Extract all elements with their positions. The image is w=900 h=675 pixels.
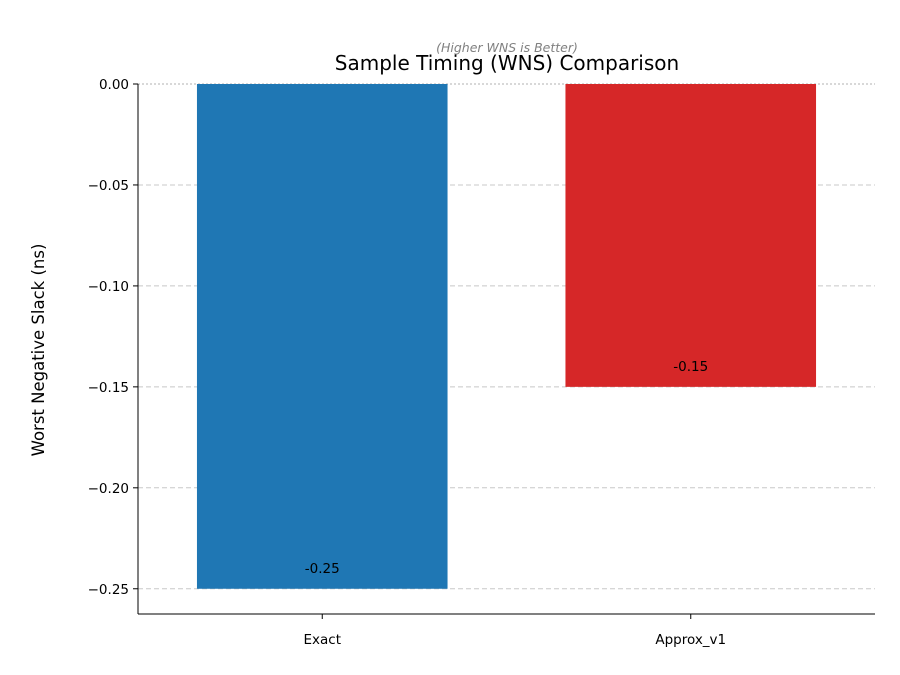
y-axis-title: Worst Negative Slack (ns) — [29, 244, 48, 457]
chart-subtitle: (Higher WNS is Better) — [436, 40, 578, 55]
y-tick-label: −0.10 — [88, 279, 129, 295]
y-tick-label: −0.05 — [88, 178, 129, 194]
y-tick-label: 0.00 — [99, 77, 129, 93]
x-tick-label: Exact — [303, 632, 341, 648]
y-tick-label: −0.15 — [88, 380, 129, 396]
y-tick-label: −0.25 — [88, 582, 129, 598]
bar-value-labels: -0.25 -0.15 — [305, 359, 708, 577]
y-tick-label: −0.20 — [88, 481, 129, 497]
axes: 0.00 −0.05 −0.10 −0.15 −0.20 −0.25 Exact Approx… — [88, 77, 875, 648]
x-tick-label: Approx_v1 — [655, 632, 726, 648]
bar — [196, 84, 448, 589]
bar-value-label: -0.25 — [305, 561, 340, 577]
chart-title: Sample Timing (WNS) Comparison — [335, 51, 679, 75]
bar-value-label: -0.15 — [673, 359, 708, 375]
bars — [196, 84, 817, 589]
bar — [565, 84, 817, 387]
